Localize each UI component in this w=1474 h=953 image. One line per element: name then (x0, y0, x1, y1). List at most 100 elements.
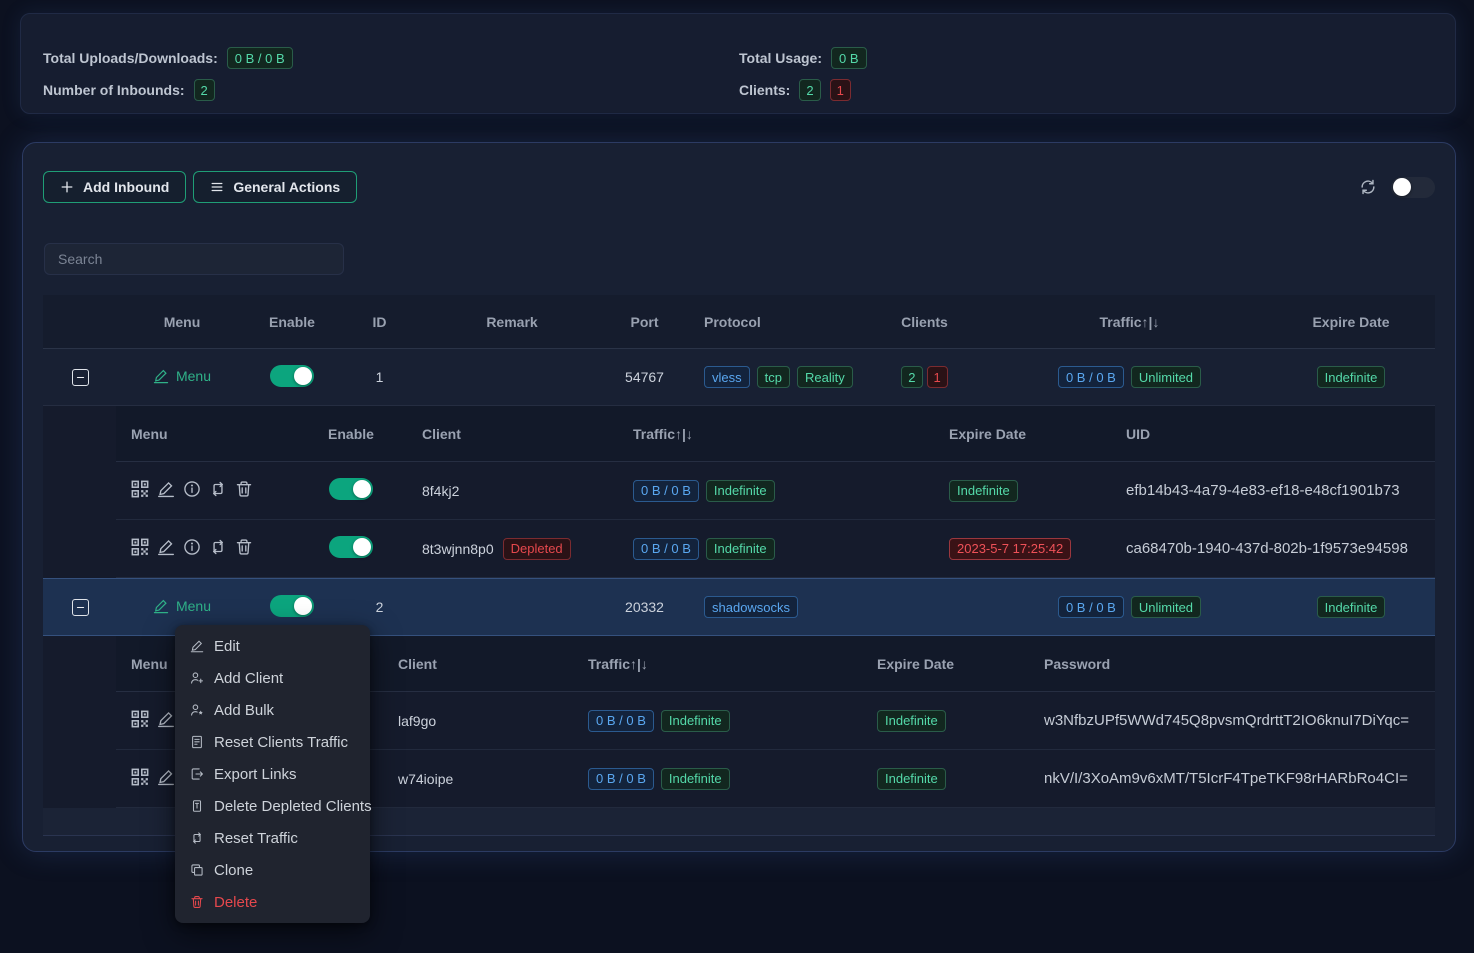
client-enable-toggle[interactable] (329, 536, 373, 558)
inbound-enable-toggle[interactable] (270, 364, 314, 387)
traffic-tag: 0 B / 0 B (1057, 366, 1124, 388)
col-header-clients: Clients (901, 313, 948, 330)
client-password: w3NfbzUPf5WWd745Q8pvsmQrdrttT2IO6knuI7Di… (1044, 712, 1410, 729)
edit-client-icon[interactable] (157, 480, 175, 498)
inbound-menu-button[interactable]: Menu (153, 368, 211, 384)
protocol-tag: shadowsocks (704, 596, 799, 618)
menu-item-label: Reset Clients Traffic (214, 733, 348, 751)
menu-item-add-bulk[interactable]: Add Bulk (175, 694, 370, 726)
collapse-row-button[interactable] (71, 598, 89, 616)
menu-item-reset-clients-traffic[interactable]: Reset Clients Traffic (175, 726, 370, 758)
traffic-tag: 0 B / 0 B (1057, 596, 1124, 618)
client-enable-toggle[interactable] (329, 478, 373, 500)
file-icon (190, 735, 204, 749)
expire-tag: Indefinite (1316, 596, 1386, 618)
add-inbound-button[interactable]: Add Inbound (43, 171, 187, 203)
menu-item-delete-depleted-clients[interactable]: Delete Depleted Clients (175, 790, 372, 822)
minus-icon (75, 602, 86, 613)
col-header-remark: Remark (486, 313, 538, 330)
client-row: 8f4kj2 0 B / 0 B Indefinite Indefinite e… (116, 462, 1435, 520)
col-header-menu: Menu (131, 655, 168, 672)
menu-item-delete[interactable]: Delete (175, 886, 370, 918)
reset-traffic-icon[interactable] (209, 538, 227, 556)
traffic-limit-tag: Unlimited (1130, 596, 1202, 618)
edit-client-icon[interactable] (157, 768, 175, 786)
info-icon[interactable] (183, 480, 201, 498)
info-icon[interactable] (183, 538, 201, 556)
trash-icon (190, 895, 204, 909)
transport-tag: tcp (756, 366, 790, 388)
inbound-1-clients: Menu Enable Client Traffic↑|↓ Expire Dat… (43, 406, 1435, 578)
inbound-menu-button[interactable]: Menu (153, 598, 211, 614)
menu-item-add-client[interactable]: Add Client (175, 662, 370, 694)
general-actions-button[interactable]: General Actions (193, 171, 358, 203)
qrcode-icon[interactable] (131, 710, 149, 728)
col-header-id: ID (372, 313, 387, 330)
client-password: nkV/I/3XoAm9v6xMT/T5IcrF4TpeTKF98rHARbRo… (1044, 770, 1408, 787)
general-actions-label: General Actions (233, 179, 341, 195)
col-header-protocol: Protocol (704, 313, 761, 330)
expire-tag: 2023-5-7 17:25:42 (949, 537, 1072, 560)
total-usage-value: 0 B (830, 47, 867, 69)
inbound-context-menu: Edit Add Client Add Bulk Reset Clients T… (175, 625, 372, 923)
traffic-limit-tag: Unlimited (1130, 366, 1202, 388)
inbound-enable-toggle[interactable] (270, 594, 314, 617)
collapse-row-button[interactable] (71, 368, 89, 386)
traffic-tag: 0 B / 0 B (588, 767, 654, 790)
menu-item-label: Add Bulk (214, 701, 275, 719)
col-header-menu: Menu (163, 313, 201, 330)
menu-item-label: Delete Depleted Clients (214, 797, 372, 815)
sync-icon (190, 831, 204, 845)
clients-depleted-tag: 1 (926, 366, 948, 388)
col-header-traffic[interactable]: Traffic↑|↓ (633, 425, 693, 442)
menu-item-label: Edit (214, 637, 240, 655)
traffic-tag: 0 B / 0 B (588, 709, 654, 732)
reset-traffic-icon[interactable] (209, 480, 227, 498)
depleted-badge: Depleted (502, 537, 571, 560)
inbound-table-header: Menu Enable ID Remark Port Protocol Clie… (43, 295, 1435, 349)
expire-tag: Indefinite (877, 709, 946, 732)
col-header-client: Client (422, 425, 461, 442)
expire-tag: Indefinite (877, 767, 946, 790)
qrcode-icon[interactable] (131, 538, 149, 556)
clients-active-count: 2 (799, 79, 821, 101)
edit-icon (153, 598, 169, 614)
export-icon (190, 767, 204, 781)
menu-item-label: Reset Traffic (214, 829, 298, 847)
protocol-tag: vless (704, 366, 750, 388)
inbound-id: 2 (375, 599, 384, 615)
menu-item-label: Delete (214, 893, 258, 911)
delete-client-icon[interactable] (235, 538, 253, 556)
inbound-menu-label: Menu (175, 367, 212, 384)
inbound-port: 54767 (625, 369, 664, 385)
menu-item-reset-traffic[interactable]: Reset Traffic (175, 822, 370, 854)
qrcode-icon[interactable] (131, 480, 149, 498)
qrcode-icon[interactable] (131, 768, 149, 786)
client-name: 8f4kj2 (422, 482, 460, 499)
edit-client-icon[interactable] (157, 710, 175, 728)
number-of-inbounds-value: 2 (193, 79, 215, 101)
client-name: w74ioipe (398, 770, 454, 787)
menu-item-clone[interactable]: Clone (175, 854, 370, 886)
add-inbound-label: Add Inbound (83, 179, 170, 195)
col-header-traffic[interactable]: Traffic↑|↓ (1099, 313, 1160, 330)
copy-icon (190, 863, 204, 877)
edit-client-icon[interactable] (157, 538, 175, 556)
col-header-traffic[interactable]: Traffic↑|↓ (588, 655, 648, 672)
inbound-id: 1 (375, 369, 384, 385)
plus-icon (60, 180, 74, 194)
delete-client-icon[interactable] (235, 480, 253, 498)
refresh-icon[interactable] (1359, 178, 1377, 196)
stats-card: Total Uploads/Downloads: 0 B / 0 B Numbe… (20, 13, 1456, 114)
user-star-icon (190, 703, 204, 717)
menu-bars-icon (210, 180, 224, 194)
menu-item-edit[interactable]: Edit (175, 630, 370, 662)
menu-item-label: Clone (214, 861, 254, 879)
menu-item-export-links[interactable]: Export Links (175, 758, 370, 790)
col-header-expire: Expire Date (1312, 313, 1390, 330)
traffic-tag: 0 B / 0 B (633, 537, 699, 560)
search-input[interactable] (44, 243, 344, 275)
auto-refresh-toggle[interactable] (1391, 176, 1435, 198)
expire-tag: Indefinite (949, 479, 1018, 502)
edit-icon (190, 639, 204, 653)
